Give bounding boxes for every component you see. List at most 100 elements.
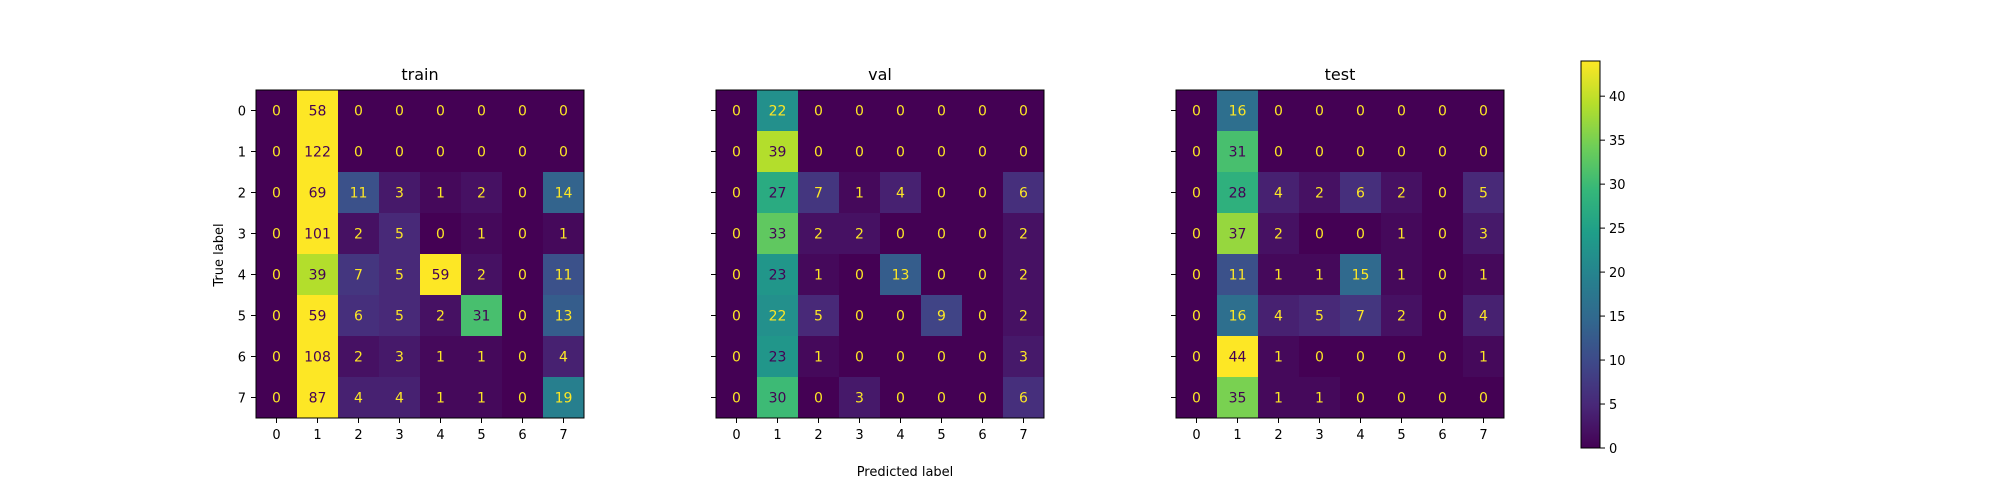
heatmap-cell [962, 295, 1004, 337]
cell-value: 0 [732, 186, 741, 202]
panel-title: val [868, 65, 892, 84]
cell-value: 0 [518, 268, 527, 284]
x-tick-label: 4 [436, 428, 444, 443]
heatmap-cell [798, 377, 840, 419]
cell-value: 2 [477, 268, 486, 284]
heatmap-cell [1381, 172, 1423, 214]
colorbar-tick-label: 5 [1609, 398, 1617, 413]
cell-value: 1 [477, 350, 486, 366]
cell-value: 0 [855, 268, 864, 284]
heatmap-cell [338, 377, 380, 419]
cell-value: 1 [477, 391, 486, 407]
cell-value: 0 [855, 350, 864, 366]
cell-value: 1 [814, 268, 823, 284]
heatmap-cell [1381, 295, 1423, 337]
heatmap-cell [839, 254, 881, 296]
x-tick-label: 2 [814, 428, 822, 443]
cell-value: 4 [354, 391, 363, 407]
cell-value: 0 [1192, 104, 1201, 120]
cell-value: 37 [1229, 227, 1247, 243]
cell-value: 108 [304, 350, 331, 366]
heatmap-cell [1422, 377, 1464, 419]
cell-value: 0 [937, 391, 946, 407]
cell-value: 7 [1356, 309, 1365, 325]
cell-value: 39 [769, 145, 787, 161]
cell-value: 0 [518, 350, 527, 366]
heatmap-cell [798, 213, 840, 255]
x-tick-label: 3 [855, 428, 863, 443]
cell-value: 1 [1397, 268, 1406, 284]
x-tick-label: 3 [395, 428, 403, 443]
heatmap-cell [921, 213, 963, 255]
cell-value: 11 [555, 268, 573, 284]
heatmap-cell [420, 90, 462, 132]
cell-value: 0 [272, 268, 281, 284]
heatmap-cell [1217, 213, 1259, 255]
cell-value: 0 [896, 391, 905, 407]
x-tick-label: 2 [1274, 428, 1282, 443]
heatmap-cell [1381, 90, 1423, 132]
cell-value: 0 [814, 145, 823, 161]
heatmap-cell [1381, 213, 1423, 255]
heatmap-cell [880, 336, 922, 378]
cell-value: 0 [354, 104, 363, 120]
heatmap-cell [461, 254, 503, 296]
colorbar-tick-label: 35 [1609, 134, 1626, 149]
cell-value: 0 [978, 145, 987, 161]
cell-value: 0 [272, 309, 281, 325]
heatmap-cell [716, 90, 758, 132]
heatmap-cell [420, 254, 462, 296]
heatmap-cell [1258, 377, 1300, 419]
heatmap-cell [338, 90, 380, 132]
cell-value: 0 [1315, 145, 1324, 161]
cell-value: 23 [769, 350, 787, 366]
heatmap-cell [379, 336, 421, 378]
cell-value: 2 [1019, 268, 1028, 284]
heatmap-cell [1422, 336, 1464, 378]
colorbar-tick-label: 0 [1609, 442, 1617, 457]
heatmap-cell [1340, 377, 1382, 419]
cell-value: 59 [432, 268, 450, 284]
cell-value: 0 [937, 145, 946, 161]
cell-value: 4 [395, 391, 404, 407]
heatmap-cell [420, 131, 462, 173]
cell-value: 0 [272, 145, 281, 161]
heatmap-cell [921, 172, 963, 214]
cell-value: 0 [1438, 391, 1447, 407]
cell-value: 0 [1479, 391, 1488, 407]
cell-value: 0 [978, 391, 987, 407]
heatmap-cell [880, 295, 922, 337]
cell-value: 0 [559, 104, 568, 120]
heatmap-cell [716, 172, 758, 214]
cell-value: 0 [732, 391, 741, 407]
cell-value: 0 [518, 186, 527, 202]
x-tick-label: 1 [1233, 428, 1241, 443]
heatmap-cell [839, 295, 881, 337]
heatmap-cell [461, 90, 503, 132]
cell-value: 0 [436, 145, 445, 161]
cell-value: 27 [769, 186, 787, 202]
colorbar-frame [1580, 60, 1601, 449]
heatmap-cell [921, 90, 963, 132]
cell-value: 0 [477, 104, 486, 120]
heatmap-cell [543, 295, 585, 337]
cell-value: 0 [896, 227, 905, 243]
cell-value: 33 [769, 227, 787, 243]
cell-value: 0 [896, 145, 905, 161]
heatmap-cell [338, 254, 380, 296]
cell-value: 69 [309, 186, 327, 202]
heatmap-cell [1003, 254, 1045, 296]
y-tick-label: 6 [238, 351, 246, 366]
heatmap-cell [1217, 254, 1259, 296]
cell-value: 2 [1397, 309, 1406, 325]
heatmap-cell [379, 377, 421, 419]
cell-value: 1 [1479, 350, 1488, 366]
heatmap-cell [543, 377, 585, 419]
cell-value: 2 [814, 227, 823, 243]
cell-value: 0 [354, 145, 363, 161]
cell-value: 0 [937, 104, 946, 120]
cell-value: 0 [1315, 350, 1324, 366]
cell-value: 1 [436, 186, 445, 202]
heatmap-cell [1176, 254, 1218, 296]
